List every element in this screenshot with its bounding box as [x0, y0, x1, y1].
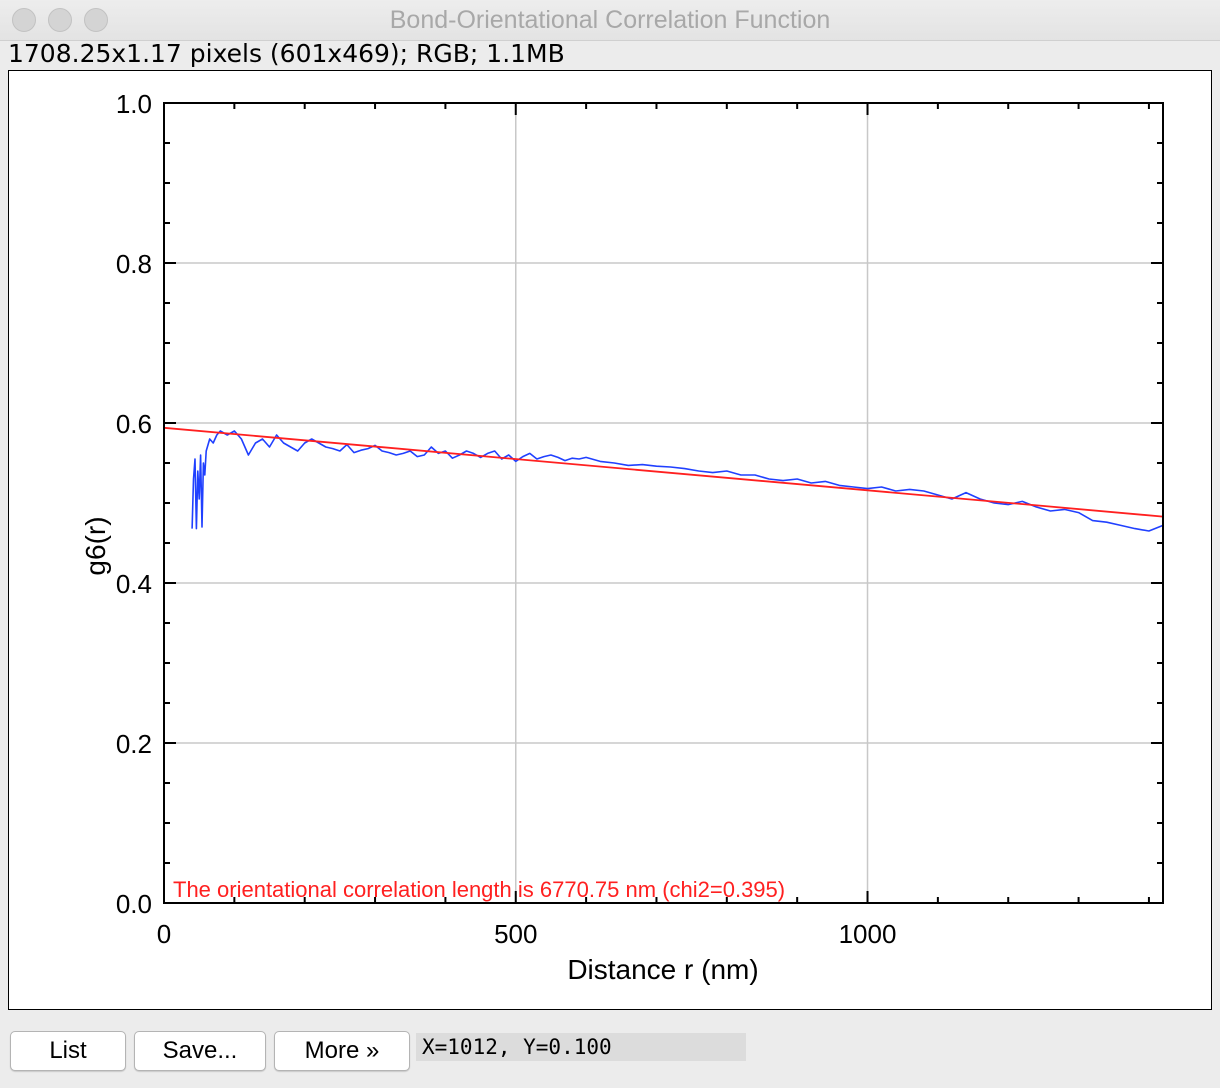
y-tick-label: 0.0: [116, 889, 152, 919]
x-tick-label: 500: [494, 919, 537, 949]
zoom-window-button[interactable]: [84, 8, 108, 32]
chart-background: [9, 71, 1211, 1009]
ticks: [163, 102, 1163, 904]
plot-area[interactable]: 0.0 0.2 0.4 0.6 0.8 1.0 0 500 1000 The orientati…: [8, 70, 1212, 1010]
chart: 0.0 0.2 0.4 0.6 0.8 1.0 0 500 1000 The orientati…: [9, 71, 1211, 1009]
save-button[interactable]: Save...: [134, 1031, 266, 1071]
series-layer: [163, 426, 1164, 532]
minimize-window-button[interactable]: [48, 8, 72, 32]
image-info: 1708.25x1.17 pixels (601x469); RGB; 1.1M…: [8, 39, 565, 68]
y-axis-label: g6(r): [80, 516, 111, 575]
window-title: Bond-Orientational Correlation Function: [389, 6, 831, 34]
y-tick-label: 1.0: [116, 89, 152, 119]
tick-labels: 0.0 0.2 0.4 0.6 0.8 1.0 0 500 1000: [116, 89, 897, 949]
fit-annotation: The orientational correlation length is …: [173, 877, 785, 902]
x-tick-label: 0: [157, 919, 171, 949]
title-bar[interactable]: Bond-Orientational Correlation Function: [0, 0, 1220, 41]
x-axis-label: Distance r (nm): [567, 954, 758, 985]
list-button[interactable]: List: [10, 1031, 126, 1071]
cursor-coordinates: X=1012, Y=0.100: [416, 1033, 746, 1061]
y-tick-label: 0.2: [116, 729, 152, 759]
series-line-fit: [163, 426, 1164, 518]
close-window-button[interactable]: [12, 8, 36, 32]
y-tick-label: 0.8: [116, 249, 152, 279]
x-tick-label: 1000: [839, 919, 897, 949]
grid-lines: [164, 103, 1163, 903]
more-button[interactable]: More »: [274, 1031, 410, 1071]
y-tick-label: 0.6: [116, 409, 152, 439]
y-tick-label: 0.4: [116, 569, 152, 599]
series-line-g6: [191, 430, 1164, 532]
